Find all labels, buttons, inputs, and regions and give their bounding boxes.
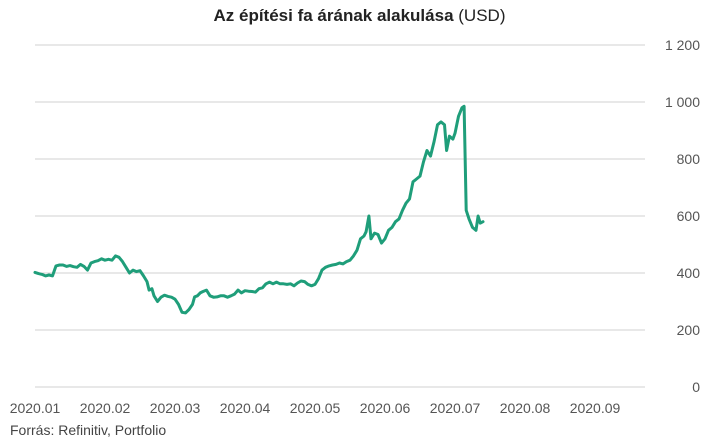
y-tick-label: 0: [692, 379, 700, 395]
y-tick-label: 200: [677, 322, 701, 338]
y-axis-ticks: 0 200 400 600 800 1 000 1 200: [665, 37, 700, 395]
y-tick-label: 600: [677, 208, 701, 224]
chart-title-unit: (USD): [458, 6, 506, 25]
y-tick-label: 400: [677, 265, 701, 281]
x-tick-label: 2020.01: [10, 400, 61, 416]
x-axis-ticks: 2020.01 2020.02 2020.03 2020.04 2020.05 2020.…: [10, 400, 621, 416]
y-tick-label: 1 000: [665, 94, 700, 110]
x-tick-label: 2020.02: [80, 400, 131, 416]
y-tick-label: 1 200: [665, 37, 700, 53]
x-tick-label: 2020.04: [220, 400, 271, 416]
x-tick-label: 2020.07: [430, 400, 481, 416]
x-tick-label: 2020.08: [500, 400, 551, 416]
series-layer: [33, 104, 485, 315]
y-tick-label: 800: [677, 151, 701, 167]
x-tick-label: 2020.03: [150, 400, 201, 416]
x-tick-label: 2020.05: [290, 400, 341, 416]
source-note: Forrás: Refinitiv, Portfolio: [10, 422, 167, 438]
chart-title: Az építési fa árának alakulása (USD): [0, 6, 719, 26]
series-line: [33, 104, 485, 315]
x-tick-label: 2020.06: [360, 400, 411, 416]
x-tick-label: 2020.09: [570, 400, 621, 416]
chart-title-main: Az építési fa árának alakulása: [213, 6, 454, 25]
gridlines: [35, 44, 645, 388]
